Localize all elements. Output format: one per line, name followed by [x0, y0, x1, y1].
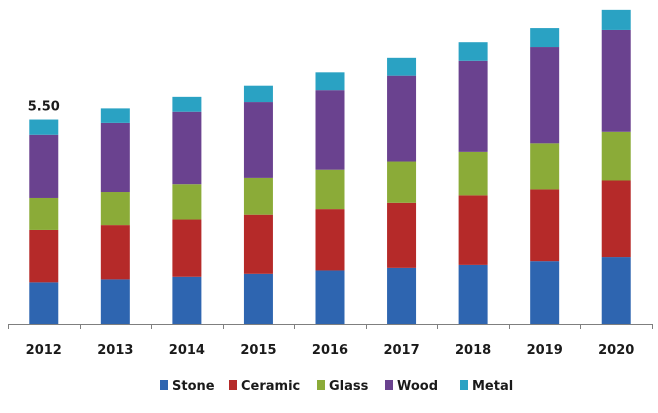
bar-ceramic-2019: [530, 189, 560, 262]
bar-metal-2015: [243, 85, 273, 103]
bar-stone-2015: [243, 273, 273, 324]
bar-metal-2014: [172, 96, 202, 112]
bar-glass-2016: [315, 169, 345, 210]
bar-wood-2015: [243, 102, 273, 178]
bar-stone-2012: [29, 282, 59, 324]
bar-wood-2018: [458, 60, 488, 152]
bar-wood-2017: [387, 75, 417, 162]
bar-stone-2016: [315, 270, 345, 324]
x-tick-label-2020: 2020: [598, 343, 634, 358]
bar-ceramic-2012: [29, 229, 59, 283]
bar-glass-2020: [601, 131, 631, 181]
bar-stone-2014: [172, 276, 202, 324]
legend-label-metal: Metal: [472, 379, 513, 394]
bar-ceramic-2017: [387, 202, 417, 268]
bar-ceramic-2015: [243, 214, 273, 274]
bar-wood-2013: [100, 122, 130, 193]
bar-wood-2020: [601, 29, 631, 132]
x-tick-label-2019: 2019: [527, 343, 563, 358]
bar-ceramic-2018: [458, 195, 488, 265]
bar-stone-2019: [530, 261, 560, 324]
bar-metal-2019: [530, 28, 560, 48]
x-axis: [8, 324, 653, 329]
x-tick-label-2018: 2018: [455, 343, 491, 358]
legend-label-ceramic: Ceramic: [241, 379, 300, 394]
bar-wood-2016: [315, 90, 345, 170]
bar-glass-2015: [243, 177, 273, 215]
x-tick-label-2015: 2015: [240, 343, 276, 358]
legend-label-glass: Glass: [329, 379, 369, 394]
x-tick-label-2013: 2013: [97, 343, 133, 358]
bar-stone-2013: [100, 279, 130, 324]
bar-glass-2013: [100, 192, 130, 226]
bar-metal-2020: [601, 9, 631, 30]
legend-swatch-stone: [160, 380, 168, 390]
data-label-2012: 5.50: [28, 100, 60, 115]
bar-wood-2012: [29, 134, 59, 198]
x-tick-label-2016: 2016: [312, 343, 348, 358]
bar-wood-2014: [172, 111, 202, 185]
bar-stone-2020: [601, 257, 631, 324]
x-tick-labels: 2012 2013 2014 2015 2016 2017 2018 2019 2020: [26, 343, 635, 358]
bar-glass-2014: [172, 184, 202, 220]
bar-ceramic-2014: [172, 219, 202, 277]
legend: Stone Ceramic Glass Wood Metal: [160, 379, 513, 394]
bar-glass-2019: [530, 143, 560, 190]
bar-stone-2017: [387, 267, 417, 324]
bar-glass-2017: [387, 161, 417, 203]
bar-metal-2013: [100, 108, 130, 123]
bar-metal-2018: [458, 42, 488, 61]
x-tick-label-2014: 2014: [169, 343, 205, 358]
legend-swatch-ceramic: [229, 380, 237, 390]
data-labels: 5.50: [28, 100, 60, 115]
legend-swatch-wood: [385, 380, 393, 390]
bar-metal-2016: [315, 72, 345, 91]
bar-metal-2017: [387, 57, 417, 76]
legend-label-stone: Stone: [172, 379, 215, 394]
x-tick-label-2017: 2017: [383, 343, 419, 358]
bar-wood-2019: [530, 47, 560, 144]
bar-ceramic-2013: [100, 225, 130, 280]
bar-ceramic-2016: [315, 209, 345, 271]
legend-swatch-glass: [317, 380, 325, 390]
bar-stone-2018: [458, 264, 488, 324]
bar-ceramic-2020: [601, 180, 631, 258]
legend-swatch-metal: [460, 380, 468, 390]
bar-glass-2012: [29, 197, 59, 230]
legend-label-wood: Wood: [397, 379, 438, 394]
bars-layer: [29, 9, 631, 324]
bar-metal-2012: [29, 119, 59, 135]
bar-glass-2018: [458, 151, 488, 196]
x-tick-label-2012: 2012: [26, 343, 62, 358]
